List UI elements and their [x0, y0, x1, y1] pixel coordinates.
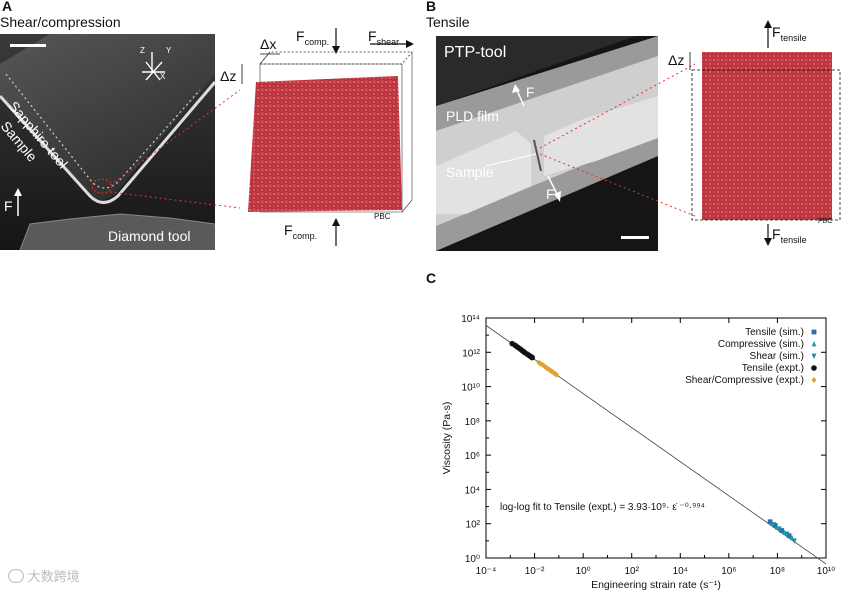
data-point-series-3 [529, 354, 536, 361]
x-tick-label: 10⁶ [721, 566, 736, 577]
dx-label: Δx [260, 36, 277, 52]
force-top-label-b: F [526, 84, 535, 100]
pbc-label-a: PBC [374, 212, 391, 221]
data-point-series-4 [554, 371, 559, 378]
y-tick-label: 10⁰ [465, 554, 480, 565]
dz-label-b: Δz [668, 52, 685, 68]
panel-a-micrograph: Z Y X Sapphire tool Sample Diamond tool … [0, 34, 215, 250]
pbc-label-b: PBC [818, 218, 833, 225]
ftensile-bottom-label: Ftensile [772, 226, 807, 245]
viscosity-chart-svg: 10⁻⁴ 10⁻² 10⁰ 10² 10⁴ 10⁶ 10⁸ 10¹⁰ 10⁰ 10² 10⁴ 10⁶ 1… [441, 314, 835, 591]
panel-b-simulation: Δz Ftensile Ftensile PBC [668, 18, 850, 250]
fcomp-top-label: Fcomp. [296, 28, 329, 47]
panel-b-letter: B [426, 0, 437, 14]
watermark-text: 大数跨境 [27, 569, 80, 584]
data-point-series-0 [772, 522, 778, 528]
diamond-tool-label: Diamond tool [108, 228, 191, 244]
ftensile-top-symbol: F [772, 24, 781, 40]
dz-label: Δz [220, 68, 237, 84]
panel-c-chart: 10⁻⁴ 10⁻² 10⁰ 10² 10⁴ 10⁶ 10⁸ 10¹⁰ 10⁰ 10² 10⁴ 10⁶ 1… [436, 300, 850, 591]
watermark-icon [8, 568, 24, 583]
fcomp-bottom-symbol: F [284, 222, 293, 238]
legend-label: Tensile (sim.) [745, 327, 804, 338]
pld-film-label: PLD film [446, 108, 499, 124]
y-tick-label: 10⁴ [465, 485, 480, 496]
ftensile-bottom-symbol: F [772, 226, 781, 242]
data-point-series-0 [786, 533, 792, 539]
data-point-series-4 [540, 362, 546, 369]
data-point-series-2 [792, 538, 797, 544]
panel-b-micrograph: PTP-tool PLD film Sample F F [436, 36, 658, 251]
data-point-series-0 [767, 519, 773, 525]
axis-z-label: Z [140, 46, 145, 55]
panel-b-title: Tensile [426, 14, 470, 30]
legend-label: Shear/Compressive (expt.) [685, 375, 804, 386]
panel-a-zoom-lines [109, 89, 241, 209]
data-point-series-2 [771, 522, 777, 528]
sample-label-b: Sample [446, 164, 494, 180]
ftensile-bottom-sub: tensile [780, 234, 807, 245]
fit-annotation: log-log fit to Tensile (expt.) = 3.93·10… [500, 502, 705, 513]
y-tick-label: 10¹⁰ [462, 383, 480, 394]
x-tick-label: 10⁴ [673, 566, 688, 577]
force-bottom-label-b: F [546, 186, 555, 202]
fcomp-bottom-sub: comp. [292, 230, 318, 241]
panel-c-letter: C [426, 270, 437, 286]
y-axis-label: Viscosity (Pa·s) [441, 402, 453, 475]
data-point-series-0 [779, 528, 785, 533]
panel-a-simulation: Δx Δz Fcomp. Fshear Fcomp. PBC [220, 24, 420, 250]
x-tick-label: 10⁻⁴ [476, 566, 497, 577]
x-axis-label: Engineering strain rate (s⁻¹) [591, 579, 721, 590]
ftensile-top-label: Ftensile [772, 24, 807, 43]
legend-label: Shear (sim.) [750, 351, 804, 362]
x-tick-label: 10¹⁰ [817, 566, 835, 577]
panel-b-zoom-lines [540, 63, 696, 217]
legend-marker [811, 377, 817, 383]
legend-marker [811, 365, 817, 371]
data-point-series-2 [784, 531, 790, 538]
legend-label: Tensile (expt.) [742, 363, 804, 374]
fshear-label: Fshear [368, 28, 399, 47]
x-tick-label: 10⁸ [770, 566, 785, 577]
y-tick-label: 10¹² [462, 348, 480, 359]
panel-a-title: Shear/compression [0, 14, 121, 30]
legend-marker [811, 329, 817, 335]
legend-marker [811, 341, 817, 347]
fshear-sub: shear [376, 36, 400, 47]
axis-x-label: X [160, 72, 166, 81]
y-tick-label: 10⁸ [465, 417, 480, 428]
ftensile-top-sub: tensile [780, 32, 807, 43]
axis-y-label: Y [166, 46, 172, 55]
watermark: 大数跨境 [8, 566, 80, 585]
x-tick-label: 10⁻² [525, 566, 545, 577]
legend-marker [811, 353, 817, 359]
legend-label: Compressive (sim.) [718, 339, 804, 350]
data-point-series-4 [536, 359, 542, 366]
data-point-series-2 [776, 526, 782, 532]
fcomp-top-symbol: F [296, 28, 305, 44]
y-tick-label: 10¹⁴ [461, 314, 480, 325]
fcomp-top-sub: comp. [304, 36, 330, 47]
x-tick-label: 10² [624, 566, 639, 577]
ptp-tool-label: PTP-tool [444, 44, 507, 61]
force-label: F [4, 198, 13, 214]
x-tick-label: 10⁰ [576, 566, 591, 577]
y-tick-label: 10⁶ [465, 451, 480, 462]
panel-a-letter: A [2, 0, 13, 14]
fcomp-bottom-label: Fcomp. [284, 222, 317, 241]
fshear-symbol: F [368, 28, 377, 44]
y-tick-label: 10² [466, 520, 481, 531]
